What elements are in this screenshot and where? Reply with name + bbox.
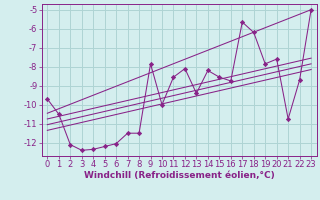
X-axis label: Windchill (Refroidissement éolien,°C): Windchill (Refroidissement éolien,°C) (84, 171, 275, 180)
